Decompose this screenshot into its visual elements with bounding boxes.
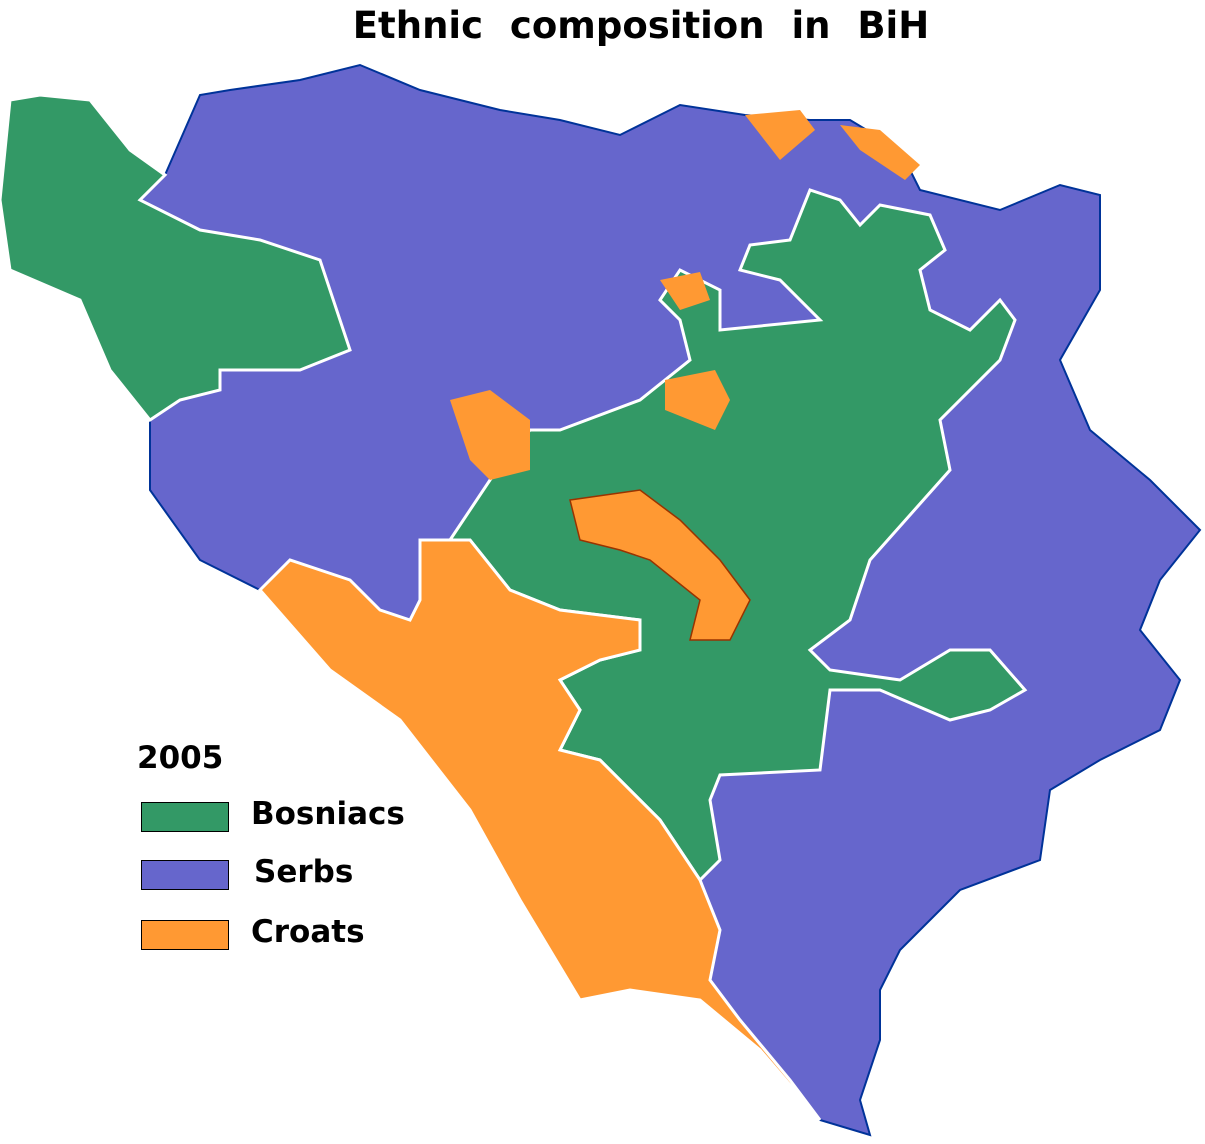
legend-swatch xyxy=(141,860,229,890)
legend-label: Croats xyxy=(251,914,365,950)
region-croats-north xyxy=(745,110,815,160)
legend-swatch xyxy=(141,802,229,832)
legend-year: 2005 xyxy=(137,740,224,776)
region-croats-southwest xyxy=(257,538,822,1121)
region-croats-enclave xyxy=(569,489,751,641)
map-title: Ethnic composition in BiH xyxy=(352,4,930,47)
legend-swatch xyxy=(141,920,229,950)
region-croats-enclave xyxy=(665,370,730,430)
region-bosniacs-northwest xyxy=(0,93,352,423)
legend-label: Bosniacs xyxy=(251,796,405,832)
region-croats-enclave xyxy=(660,272,710,310)
region-croats-north xyxy=(840,125,920,180)
legend-label: Serbs xyxy=(254,854,354,890)
region-croats-enclave xyxy=(450,390,530,480)
